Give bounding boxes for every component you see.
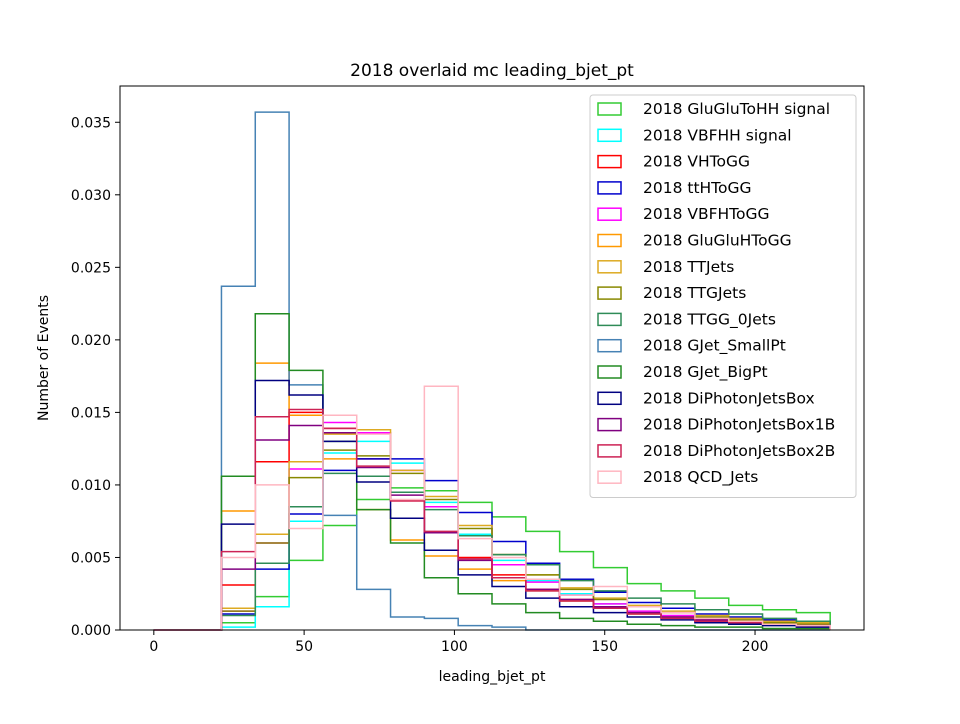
legend-label-2018-vhtogg: 2018 VHToGG bbox=[643, 153, 750, 171]
legend-swatch-2018-ttgg-0jets bbox=[597, 312, 622, 327]
x-tick-label: 100 bbox=[441, 639, 468, 655]
legend-label-2018-gjet-bigpt: 2018 GJet_BigPt bbox=[643, 363, 768, 382]
legend-swatch-2018-vbfhh-signal bbox=[597, 128, 622, 143]
x-tick-label: 50 bbox=[295, 639, 313, 655]
x-tick-label: 200 bbox=[742, 639, 769, 655]
legend: 2018 GluGluToHH signal 2018 VBFHH signal 2… bbox=[589, 94, 857, 498]
legend-label-2018-diphotonjetsbox1b: 2018 DiPhotonJetsBox1B bbox=[643, 416, 835, 434]
legend-label-2018-gjet-smallpt: 2018 GJet_SmallPt bbox=[643, 337, 786, 356]
series-2018-gjet-bigpt-histogram bbox=[153, 313, 831, 631]
legend-label-2018-tthtogg: 2018 ttHToGG bbox=[643, 179, 752, 197]
legend-label-2018-gluglutohh-signal: 2018 GluGluToHH signal bbox=[643, 100, 830, 118]
legend-label-2018-qcd-jets: 2018 QCD_Jets bbox=[643, 468, 758, 487]
legend-swatch-2018-gluglutohh-signal bbox=[597, 102, 622, 116]
legend-swatch-2018-gjet-smallpt bbox=[597, 338, 622, 353]
y-tick-label: 0.010 bbox=[71, 478, 111, 494]
y-tick-label: 0.020 bbox=[71, 333, 111, 349]
y-tick-label: 0.035 bbox=[71, 115, 111, 131]
legend-swatch-2018-diphotonjetsbox2b bbox=[597, 444, 622, 458]
legend-swatch-2018-qcd-jets bbox=[597, 470, 622, 484]
legend-label-2018-diphotonjetsbox2b: 2018 DiPhotonJetsBox2B bbox=[643, 442, 835, 460]
legend-swatch-2018-diphotonjetsbox1b bbox=[597, 417, 622, 432]
legend-swatch-2018-glugluhtogg bbox=[597, 233, 622, 248]
y-tick-label: 0.000 bbox=[71, 623, 111, 639]
y-axis-label: Number of Events bbox=[36, 295, 52, 421]
axes-layer: 0 50 100 150 200 0.000 0.005 0.010 0.015 0.020 0.0… bbox=[71, 85, 865, 655]
y-tick-label: 0.015 bbox=[71, 405, 111, 421]
x-axis-label: leading_bjet_pt bbox=[439, 669, 546, 685]
legend-swatch-2018-gjet-bigpt bbox=[597, 365, 622, 379]
legend-swatch-2018-vhtogg bbox=[597, 154, 622, 169]
series-2018-qcd-jets-histogram bbox=[153, 385, 831, 631]
x-tick-label: 0 bbox=[149, 639, 158, 655]
legend-label-2018-diphotonjetsbox: 2018 DiPhotonJetsBox bbox=[643, 389, 815, 407]
legend-label-2018-vbfhtogg: 2018 VBFHToGG bbox=[643, 205, 770, 223]
legend-swatch-2018-tthtogg bbox=[597, 181, 622, 195]
legend-box bbox=[589, 94, 857, 498]
plot-frame bbox=[119, 85, 865, 631]
y-tick-label: 0.005 bbox=[71, 550, 111, 566]
legend-label-2018-glugluhtogg: 2018 GluGluHToGG bbox=[643, 232, 792, 250]
y-tick-label: 0.030 bbox=[71, 188, 111, 204]
legend-label-2018-ttgg-0jets: 2018 TTGG_0Jets bbox=[643, 310, 776, 329]
legend-swatch-2018-ttgjets bbox=[597, 286, 622, 300]
series-2018-ttgg-0jets-histogram bbox=[153, 472, 831, 631]
legend-label-2018-ttjets: 2018 TTJets bbox=[643, 258, 734, 276]
legend-label-2018-ttgjets: 2018 TTGJets bbox=[643, 284, 746, 302]
chart-title: 2018 overlaid mc leading_bjet_pt bbox=[350, 61, 634, 81]
y-tick-label: 0.025 bbox=[71, 260, 111, 276]
legend-swatch-2018-vbfhtogg bbox=[597, 207, 622, 221]
legend-label-2018-vbfhh-signal: 2018 VBFHH signal bbox=[643, 126, 792, 144]
legend-swatch-2018-ttjets bbox=[597, 260, 622, 274]
x-tick-label: 150 bbox=[591, 639, 618, 655]
legend-swatch-2018-diphotonjetsbox bbox=[597, 391, 622, 406]
